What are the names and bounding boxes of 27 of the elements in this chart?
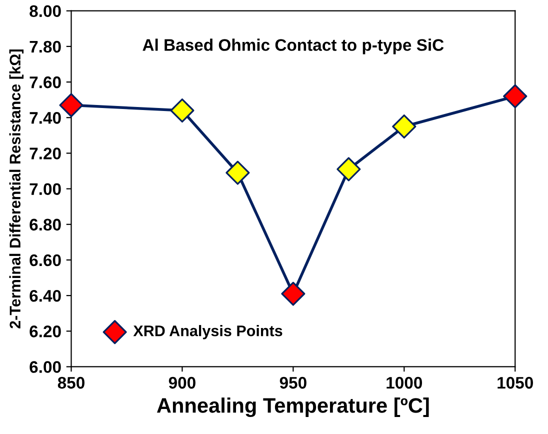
y-tick-label: 8.00	[30, 5, 61, 18]
y-tick-label: 7.20	[30, 148, 61, 160]
annotation: Al Based Ohmic Contact to p-type SiC	[142, 38, 444, 54]
y-tick-label: 6.60	[30, 254, 61, 266]
legend-label: XRD Analysis Points	[133, 325, 282, 340]
y-tick-label: 7.80	[30, 40, 61, 53]
x-axis-title: Annealing Temperature [ºC]	[156, 398, 429, 418]
y-tick-label: 7.00	[30, 183, 61, 195]
point	[503, 84, 528, 108]
x-tick-label: 1050	[498, 376, 533, 389]
y-tick-label: 7.40	[30, 112, 61, 124]
x-tick-label: 1000	[386, 376, 422, 389]
x-tick-label: 900	[168, 376, 196, 389]
y-tick-label: 6.80	[30, 218, 61, 231]
point	[59, 93, 84, 118]
point	[170, 98, 194, 123]
point	[336, 157, 361, 182]
point	[392, 114, 416, 139]
y-tick-label: 7.60	[30, 76, 61, 88]
x-tick-label: 950	[280, 376, 306, 389]
point	[226, 160, 250, 185]
y-axis-title: 2-Terminal Differential Resistance [kΩ]	[9, 50, 24, 328]
y-tick-label: 6.40	[30, 290, 61, 302]
x-tick-label: 850	[58, 376, 84, 389]
y-tick-label: 6.20	[30, 326, 61, 338]
point	[281, 282, 306, 306]
y-tick-label: 6.00	[30, 361, 61, 373]
